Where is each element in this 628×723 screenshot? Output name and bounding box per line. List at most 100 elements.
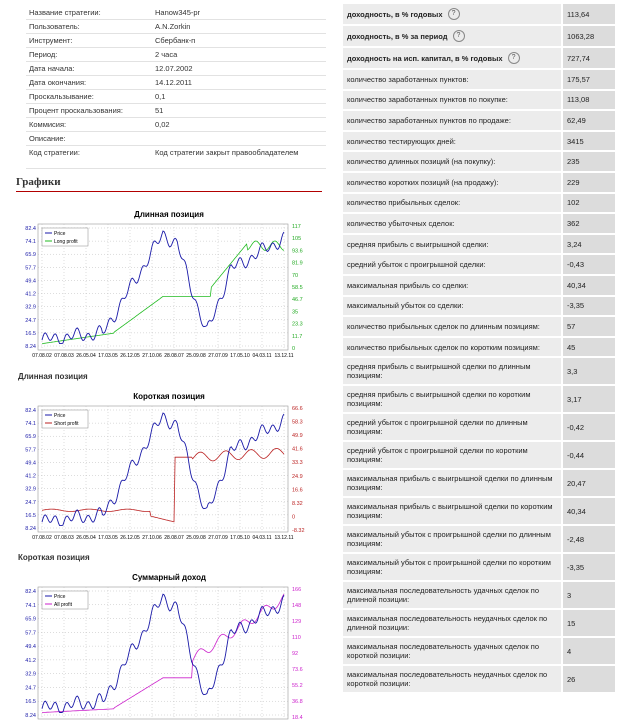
left-tick-label: 41.2 <box>25 474 36 480</box>
right-tick-label: 92 <box>292 651 298 657</box>
profit-series-line <box>42 593 285 713</box>
metric-label-cell: средний убыток с проигрышной сделки по к… <box>343 442 561 469</box>
legend-box <box>41 227 89 247</box>
left-tick-label: 74.1 <box>25 603 36 609</box>
right-tick-label: 110 <box>292 635 301 641</box>
chart-svg: 82.4 74.1 65.9 57.7 49.4 41.2 32.9 24.7 16.5 8.24… <box>25 223 303 359</box>
metric-label: количество заработанных пунктов по покуп… <box>347 95 508 105</box>
metric-label: количество прибыльных сделок по коротким… <box>347 342 540 352</box>
metric-label: количество убыточных сделок: <box>347 218 455 228</box>
metric-label: средний убыток с проигрышной сделки по к… <box>347 446 528 465</box>
metric-row: средняя прибыль с выигрышной сделки: 3,24 <box>343 234 615 256</box>
metrics-table: доходность, в % годовых? 113,64 доходность… <box>343 4 615 695</box>
left-tick-label: 65.9 <box>25 617 36 623</box>
metric-row: средний убыток с проигрышной сделки по к… <box>343 442 615 471</box>
metric-row: средняя прибыль с выигрышной сделки по к… <box>343 386 615 415</box>
chart-svg: 82.4 74.1 65.9 57.7 49.4 41.2 32.9 24.7 16.5 8.24… <box>25 586 303 721</box>
info-row: Коммисия: 0,02 <box>26 118 326 132</box>
metric-label-cell: количество заработанных пунктов по прода… <box>343 111 561 130</box>
metric-label-cell: средний убыток с проигрышной сделки: <box>343 255 561 274</box>
x-tick-label: 07.08.03 <box>54 535 74 541</box>
left-tick-label: 74.1 <box>25 421 36 427</box>
x-tick-label: 28.08.07 <box>164 535 184 541</box>
metric-row: максимальная прибыль со сделки: 40,34 <box>343 275 615 297</box>
metric-value: -3,35 <box>563 554 615 581</box>
metric-label: максимальный убыток со сделки: <box>347 301 464 311</box>
info-value: A.N.Zorkin <box>155 22 191 31</box>
metric-label: максимальная последовательность неудачны… <box>347 670 548 689</box>
metric-row: максимальная прибыль с выигрышной сделки… <box>343 470 615 499</box>
metric-label: средняя прибыль с выигрышной сделки: <box>347 239 489 249</box>
info-row: Дата окончания: 14.12.2011 <box>26 76 326 90</box>
left-column: Название стратегии: Hanow345-pr Пользовате… <box>16 6 326 721</box>
legend-label-series: Short profit <box>54 421 79 427</box>
metric-label-cell: количество заработанных пунктов: <box>343 70 561 89</box>
metric-value: 15 <box>563 610 615 637</box>
metric-value: 229 <box>563 172 615 192</box>
right-tick-label: 55.2 <box>292 683 303 689</box>
x-tick-label: 04.03.11 <box>252 353 271 359</box>
left-tick-label: 82.4 <box>25 408 36 414</box>
metric-label-cell: количество прибыльных сделок по коротким… <box>343 337 561 357</box>
metric-label-cell: максимальная прибыль с выигрышной сделки… <box>343 498 561 525</box>
help-icon[interactable]: ? <box>452 30 465 42</box>
info-value: Сбербанк-п <box>155 36 196 45</box>
info-value: 12.07.2002 <box>155 64 193 73</box>
metric-value: 3,17 <box>563 386 615 413</box>
info-value: Код стратегии закрыт правообладателем <box>155 148 299 157</box>
metric-label-cell: максимальная последовательность неудачны… <box>343 666 561 693</box>
metric-label: максимальная последовательность удачных … <box>347 586 540 605</box>
right-tick-label: 11.7 <box>292 334 302 340</box>
chart-long-position: Длинная позиция 82.4 74.1 65.9 57.7 49.4 41.2… <box>16 210 322 390</box>
metric-label-cell: средняя прибыль с выигрышной сделки по д… <box>343 358 561 385</box>
metric-row: количество убыточных сделок: 362 <box>343 214 615 235</box>
metric-value: -0,44 <box>563 442 615 469</box>
chart-caption-short: Короткая позиция <box>18 553 90 562</box>
metric-value: 175,57 <box>563 70 615 89</box>
metric-label-cell: максимальный убыток с проигрышной сделки… <box>343 554 561 581</box>
legend-label-price: Price <box>54 231 66 237</box>
info-value: 2 часа <box>155 50 178 59</box>
help-icon[interactable]: ? <box>507 52 520 64</box>
info-label: Проскальзывание: <box>29 92 94 101</box>
price-series-line <box>41 593 285 713</box>
x-tick-label: 17.03.05 <box>98 535 118 541</box>
right-tick-label: 0 <box>292 346 295 352</box>
metric-value: 20,47 <box>563 470 615 497</box>
metric-row: количество длинных позиций (на покупку):… <box>343 152 615 173</box>
info-value: 0,1 <box>155 92 166 101</box>
metric-row: максимальная последовательность неудачны… <box>343 610 615 639</box>
right-tick-label: 105 <box>292 236 301 242</box>
metric-row: доходность на исп. капитал, в % годовых?… <box>343 48 615 70</box>
metric-row: количество заработанных пунктов: 175,57 <box>343 70 615 91</box>
metric-value: 40,34 <box>563 498 615 525</box>
metric-value: 113,08 <box>563 90 615 110</box>
left-tick-label: 49.4 <box>25 644 36 650</box>
legend-label-price: Price <box>54 594 66 600</box>
x-tick-label: 17.05.10 <box>230 535 250 541</box>
info-label: Описание: <box>29 134 66 143</box>
metric-label: количество длинных позиций (на покупку): <box>347 157 496 167</box>
metric-label: средняя прибыль с выигрышной сделки по д… <box>347 362 531 381</box>
metric-value: 57 <box>563 317 615 336</box>
right-tick-label: 41.6 <box>292 447 303 453</box>
x-tick-label: 07.08.03 <box>54 353 74 359</box>
right-tick-label: 0 <box>292 514 295 520</box>
left-tick-label: 41.2 <box>25 658 36 664</box>
left-tick-label: 65.9 <box>25 434 36 440</box>
metric-label-cell: количество длинных позиций (на покупку): <box>343 152 561 171</box>
metric-value: 113,64 <box>563 4 615 24</box>
right-tick-label: 148 <box>292 603 301 609</box>
metric-label: количество заработанных пунктов по прода… <box>347 115 511 125</box>
x-tick-label: 26.12.05 <box>120 353 140 359</box>
strategy-info-table: Название стратегии: Hanow345-pr Пользовате… <box>26 6 326 169</box>
left-tick-label: 65.9 <box>25 252 36 258</box>
right-tick-label: 23.3 <box>292 322 303 328</box>
metric-label: количество прибыльных сделок: <box>347 198 461 208</box>
metric-label-cell: максимальная последовательность удачных … <box>343 638 561 665</box>
metric-row: средний убыток с проигрышной сделки по д… <box>343 414 615 443</box>
left-tick-label: 74.1 <box>25 239 36 245</box>
help-icon[interactable]: ? <box>447 8 460 20</box>
metric-label: доходность на исп. капитал, в % годовых <box>347 53 503 63</box>
metric-row: количество прибыльных сделок: 102 <box>343 193 615 215</box>
